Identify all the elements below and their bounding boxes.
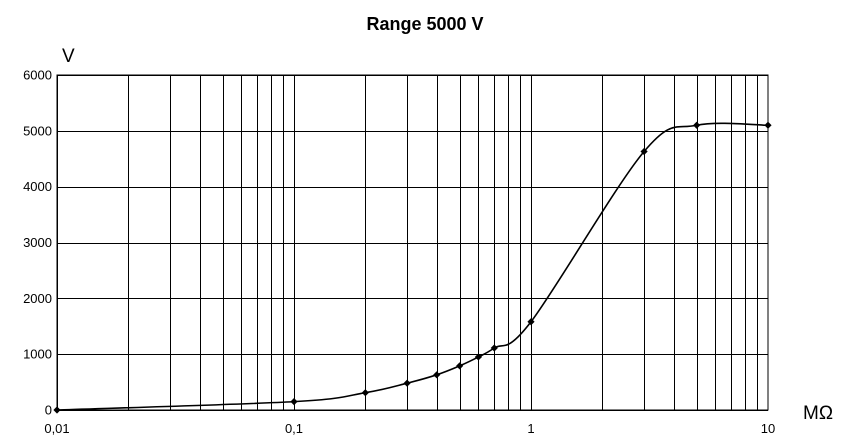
- series-line: [56, 122, 769, 411]
- y-tick-label: 5000: [23, 123, 52, 138]
- data-point: [764, 121, 772, 129]
- data-point: [693, 121, 701, 129]
- data-point: [290, 398, 298, 406]
- data-point: [53, 406, 61, 414]
- plot-frame: [56, 74, 769, 411]
- x-tick-label: 10: [761, 421, 775, 436]
- y-tick-label: 0: [45, 403, 52, 418]
- data-point: [456, 362, 464, 370]
- grid: [57, 75, 768, 411]
- data-point: [640, 147, 648, 156]
- x-tick-label: 0,01: [44, 421, 69, 436]
- y-tick-label: 1000: [23, 347, 52, 362]
- y-tick-label: 3000: [23, 235, 52, 250]
- data-point: [361, 389, 369, 397]
- y-axis-label: V: [62, 46, 75, 67]
- x-axis-label: MΩ: [803, 403, 833, 424]
- data-point: [403, 379, 411, 387]
- y-tick-label: 4000: [23, 179, 52, 194]
- data-point: [433, 371, 441, 379]
- y-tick-label: 2000: [23, 291, 52, 306]
- chart-title: Range 5000 V: [366, 14, 483, 34]
- y-tick-labels: 0 1000 2000 3000 4000 5000 6000: [23, 68, 52, 418]
- data-point: [527, 318, 535, 326]
- x-tick-label: 0,1: [285, 421, 303, 436]
- data-point: [474, 353, 483, 361]
- data-points: [53, 121, 772, 414]
- x-tick-label: 1: [527, 421, 534, 436]
- y-tick-label: 6000: [23, 68, 52, 83]
- data-point: [490, 344, 498, 352]
- x-tick-labels: 0,01 0,1 1 10: [44, 421, 775, 436]
